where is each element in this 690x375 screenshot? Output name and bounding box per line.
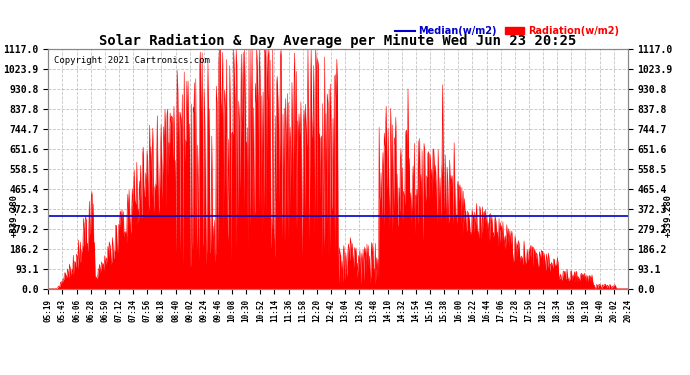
Text: Copyright 2021 Cartronics.com: Copyright 2021 Cartronics.com: [54, 56, 210, 65]
Title: Solar Radiation & Day Average per Minute Wed Jun 23 20:25: Solar Radiation & Day Average per Minute…: [99, 33, 577, 48]
Text: +339.280: +339.280: [10, 194, 19, 237]
Legend: Median(w/m2), Radiation(w/m2): Median(w/m2), Radiation(w/m2): [391, 22, 623, 40]
Text: +339.280: +339.280: [664, 194, 673, 237]
